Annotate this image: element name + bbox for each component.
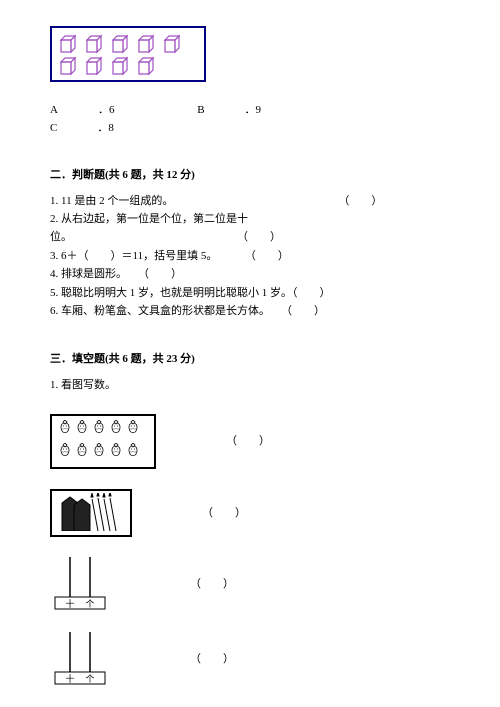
abacus-icon: 十 个: [50, 557, 120, 612]
svg-text:个: 个: [85, 674, 94, 684]
cube-icon: [110, 56, 132, 76]
fill-q1: 1. 看图写数。: [50, 377, 450, 395]
answer-paren-2: （ ）: [202, 505, 246, 523]
mc-choices: A．6 B．9 C．8: [50, 102, 450, 137]
svg-text:十: 十: [65, 598, 74, 609]
strawberry-icon: [92, 443, 106, 464]
strawberry-icon: [92, 420, 106, 441]
choice-a: A．6: [50, 102, 154, 120]
cube-row-2: [58, 56, 198, 76]
cube-icon: [58, 34, 80, 54]
tf-item: 2. 从右边起，第一位是个位，第二位是十位。 （ ）: [50, 211, 450, 246]
abacus-icon: 十 个: [50, 632, 120, 687]
abacus-1: 十 个: [50, 557, 120, 612]
cube-icon: [162, 34, 184, 54]
pencil-icon: [56, 493, 122, 531]
cube-icon: [58, 56, 80, 76]
fig-row-abacus-1: 十 个 （ ）: [50, 557, 450, 612]
fig-row-abacus-2: 十 个 （ ）: [50, 632, 450, 687]
cube-icon: [136, 34, 158, 54]
cube-row-1: [58, 34, 198, 54]
section-2-title: 二．判断题(共 6 题，共 12 分): [50, 167, 450, 185]
answer-paren-4: （ ）: [190, 651, 234, 669]
choice-c: C．8: [50, 120, 154, 138]
cube-figure: [50, 26, 206, 82]
strawberry-icon: [75, 443, 89, 464]
paren: （ ）: [245, 250, 289, 262]
cube-icon: [110, 34, 132, 54]
strawberry-icon: [58, 443, 72, 464]
tf-item: 4. 排球是圆形。 （ ）: [50, 266, 450, 284]
tf-item: 1. 11 是由 2 个一组成的。 （ ）: [50, 193, 450, 211]
pencil-box: [50, 489, 132, 537]
tf-item: 6. 车厢、粉笔盒、文具盒的形状都是长方体。 （ ）: [50, 303, 450, 321]
svg-text:十: 十: [65, 673, 74, 684]
answer-paren-1: （ ）: [226, 433, 270, 451]
strawberry-icon: [109, 420, 123, 441]
cube-icon: [136, 56, 158, 76]
strawberry-box: [50, 414, 156, 469]
svg-text:个: 个: [85, 599, 94, 609]
tf-item: 3. 6＋（ ）＝11，括号里填 5。 （ ）: [50, 248, 450, 266]
paren: （ ）: [338, 195, 382, 207]
strawberry-icon: [126, 420, 140, 441]
paren: （ ）: [237, 231, 281, 243]
strawberry-icon: [109, 443, 123, 464]
strawberry-icon: [58, 420, 72, 441]
strawberry-icon: [75, 420, 89, 441]
section-3-title: 三．填空题(共 6 题，共 23 分): [50, 351, 450, 369]
true-false-list: 1. 11 是由 2 个一组成的。 （ ）2. 从右边起，第一位是个位，第二位是…: [50, 193, 450, 321]
abacus-2: 十 个: [50, 632, 120, 687]
fig-row-strawberries: （ ）: [50, 414, 450, 469]
paren: （ ）: [138, 268, 182, 280]
choice-b: B．9: [197, 102, 301, 120]
fig-row-pencils: （ ）: [50, 489, 450, 537]
cube-icon: [84, 56, 106, 76]
answer-paren-3: （ ）: [190, 576, 234, 594]
paren: （ ）: [281, 305, 325, 317]
strawberry-icon: [126, 443, 140, 464]
paren: （ ）: [292, 287, 331, 299]
tf-item: 5. 聪聪比明明大 1 岁，也就是明明比聪聪小 1 岁。（ ）: [50, 285, 450, 303]
cube-icon: [84, 34, 106, 54]
